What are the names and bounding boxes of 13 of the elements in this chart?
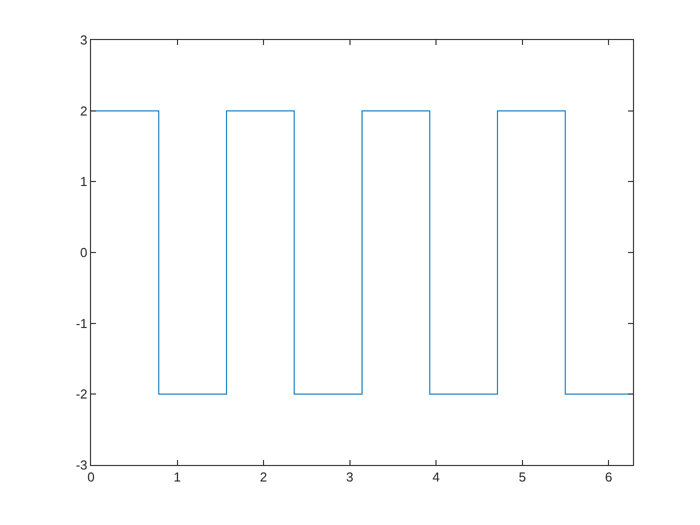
x-tick-label: 4 <box>432 470 440 485</box>
x-tick-label: 5 <box>518 470 526 485</box>
y-tick-label: -3 <box>76 458 88 473</box>
x-tick-label: 1 <box>174 470 181 485</box>
y-tick-label: 2 <box>80 103 88 118</box>
x-tick-label: 2 <box>260 470 268 485</box>
y-tick-label: 1 <box>80 174 88 190</box>
y-tick-label: 3 <box>80 32 88 48</box>
x-tick-label: 3 <box>346 470 354 485</box>
y-tick-label: 0 <box>80 245 88 260</box>
y-tick-label: -1 <box>76 316 88 331</box>
y-tick-label: -2 <box>76 386 88 402</box>
x-tick-label: 6 <box>604 470 612 485</box>
